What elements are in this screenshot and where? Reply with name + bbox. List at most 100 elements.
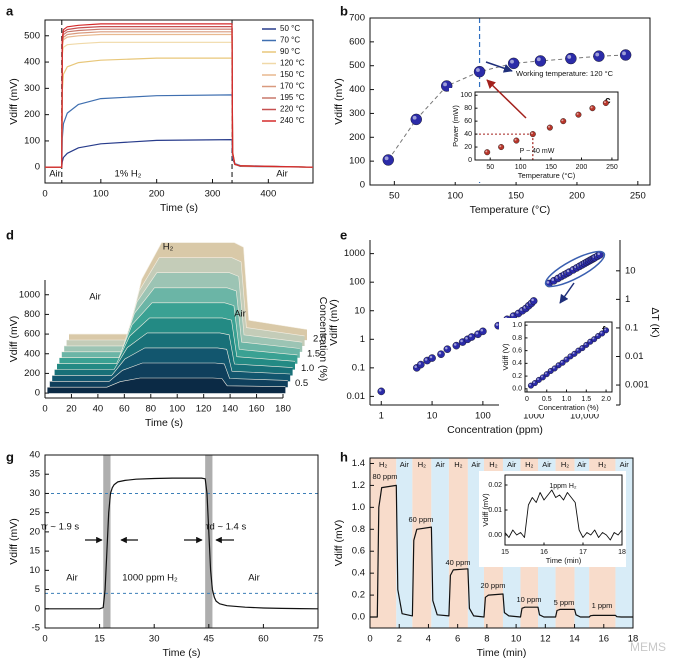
y-tick-label: 0.8 <box>352 524 365 535</box>
point-highlight <box>564 357 567 360</box>
axes-frame <box>369 17 651 186</box>
annotation: Air <box>49 169 61 180</box>
phase-band <box>431 458 449 628</box>
layer-edge <box>49 362 288 382</box>
y-tick-label: 0.02 <box>488 482 502 489</box>
point-highlight <box>511 313 514 317</box>
pointer-arrow <box>485 61 513 73</box>
point-highlight <box>516 311 519 314</box>
y-tick-label: 0.0 <box>352 612 365 623</box>
y-tick-label: 0.6 <box>512 347 522 354</box>
phase-label: Air <box>542 460 552 469</box>
y-tick-label: 35 <box>29 469 40 480</box>
y-axis-label: Vdiff (mV) <box>8 316 20 362</box>
x-tick-label: 140 <box>222 404 238 415</box>
data-point <box>382 154 394 166</box>
data-point <box>467 333 476 341</box>
phase-label: H₂ <box>379 460 387 469</box>
panel: 15 16 17 18 0.00 0.01 0.02 Time (min) Vdiff (mV)… <box>479 471 626 567</box>
data-point <box>417 360 425 369</box>
legend-label: 50 °C <box>280 24 300 33</box>
axes-frame <box>44 19 314 184</box>
x-axis-label: Concentration (ppm) <box>447 424 543 436</box>
x-tick-label: 2.0 <box>601 396 611 403</box>
y-tick-label: 600 <box>349 36 365 47</box>
x-tick-label: 0 <box>367 634 372 645</box>
data-point <box>529 131 536 138</box>
point-highlight <box>595 52 600 57</box>
data-point <box>377 387 386 396</box>
point-highlight <box>556 363 559 366</box>
x-tick-label: 45 <box>204 634 215 645</box>
layer-edge <box>59 302 298 358</box>
fit-line <box>387 54 626 161</box>
point-highlight <box>438 351 442 355</box>
x-axis-label: Concentration (%) <box>538 403 599 412</box>
panel: 50 100 150 200 2500100200300400500600700Temp… <box>333 3 651 216</box>
panel: 0 20 40 60 80 100 120 140 160 180 0 200 400 600 800 100… <box>6 227 329 428</box>
panel-letter: g <box>6 449 14 464</box>
annotation: 40 ppm <box>445 558 470 567</box>
point-highlight <box>588 339 591 342</box>
data-point <box>410 113 422 126</box>
point-highlight <box>546 281 550 284</box>
data-point <box>575 111 582 118</box>
axes-frame <box>369 457 634 629</box>
cluster-outline <box>544 250 606 288</box>
y-tick-label: 1.4 <box>352 458 365 469</box>
y-tick-label: 600 <box>24 329 40 340</box>
point-highlight <box>475 331 479 335</box>
phase-label: H₂ <box>561 460 569 469</box>
data-point <box>479 327 487 336</box>
data-point <box>428 354 436 362</box>
point-highlight <box>465 336 468 340</box>
data-line <box>45 23 314 168</box>
point-highlight <box>570 267 574 271</box>
data-point <box>546 124 553 131</box>
y-tick-label: 100 <box>349 277 365 288</box>
y2-tick-label: 0.5 <box>295 378 308 389</box>
point-highlight <box>537 378 539 381</box>
x-tick-label: 16 <box>540 549 548 556</box>
y-tick-label: 200 <box>24 109 40 120</box>
x-tick-label: 160 <box>249 404 265 415</box>
point-highlight <box>604 328 607 331</box>
point-highlight <box>551 278 555 281</box>
y2-tick-label: 1.0 <box>301 363 314 374</box>
layer-edge <box>57 317 296 364</box>
data-line <box>45 41 314 168</box>
phase-label: Air <box>400 460 410 469</box>
y-tick-label: 1000 <box>19 289 40 300</box>
x-tick-label: 12 <box>540 634 551 645</box>
data-line <box>45 477 319 610</box>
point-highlight <box>548 369 551 372</box>
x-tick-label: 40 <box>93 404 104 415</box>
legend-label: 70 °C <box>280 36 300 45</box>
axes-frame <box>44 454 319 629</box>
x-tick-label: 10 <box>511 634 522 645</box>
x-axis-label: Time (min) <box>477 647 527 659</box>
point-highlight <box>555 276 559 279</box>
point-highlight <box>540 375 543 378</box>
annotation: P ~ 40 mW <box>520 148 555 155</box>
x-tick-label: 50 <box>486 164 494 171</box>
y-tick-label: 20 <box>29 526 40 537</box>
y-tick-label: 300 <box>24 83 40 94</box>
y2-tick-label: 2.0 <box>313 334 326 345</box>
inset-background <box>479 471 626 567</box>
x-tick-label: 15 <box>94 634 105 645</box>
x-tick-label: 2 <box>397 634 402 645</box>
y2-tick-label: 1 <box>625 294 630 305</box>
x-tick-label: 100 <box>169 404 185 415</box>
data-point <box>529 297 538 305</box>
phase-label: H₂ <box>454 460 462 469</box>
annotation: 10 ppm <box>516 595 541 604</box>
point-highlight <box>412 115 417 120</box>
phase-band <box>412 458 432 628</box>
y-tick-label: 800 <box>24 309 40 320</box>
point-highlight <box>536 57 541 62</box>
point-highlight <box>530 132 533 135</box>
